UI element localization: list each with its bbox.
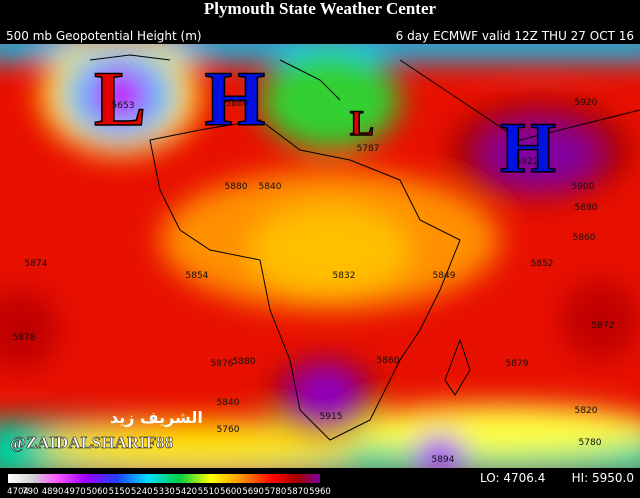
colorbar-label: 4704 [7, 487, 29, 497]
colorbar-label: 5600 [220, 487, 242, 497]
title: Plymouth State Weather Center [204, 0, 437, 18]
station-value: 5820 [575, 406, 598, 416]
colorbar-label: 790 [22, 487, 38, 497]
colorbar-label: 5690 [242, 487, 264, 497]
colorbar [8, 474, 320, 483]
station-value: 5878 [13, 333, 36, 343]
pressure-center: L [94, 55, 146, 142]
station-value: 5894 [432, 455, 455, 465]
colorbar-label: 5510 [198, 487, 220, 497]
colorbar-label: 5870 [287, 487, 309, 497]
colorbar-label: 5150 [109, 487, 131, 497]
station-value: 5872 [592, 321, 615, 331]
watermark-handle: @ZAIDALSHARIF88 [10, 433, 173, 452]
station-value: 5880 [233, 357, 256, 367]
watermark-arabic: الشريف زيد [110, 408, 203, 427]
colorbar-label: 5240 [131, 487, 153, 497]
station-value: 5832 [333, 271, 356, 281]
station-value: 5854 [186, 271, 209, 281]
station-value: 5915 [320, 412, 343, 422]
station-value: 5900 [572, 182, 595, 192]
station-value: 5922 [516, 157, 539, 167]
colorbar-label: 5060 [86, 487, 108, 497]
pressure-center: H [500, 108, 556, 188]
colorbar-label: 5420 [175, 487, 197, 497]
station-value: 5840 [217, 398, 240, 408]
hi-value: HI: 5950.0 [572, 471, 634, 485]
station-value: 5920 [575, 98, 598, 108]
station-value: 5787 [357, 144, 380, 154]
station-value: 5879 [506, 359, 529, 369]
colorbar-label: 5330 [153, 487, 175, 497]
field [0, 44, 640, 468]
lo-value: LO: 4706.4 [480, 471, 545, 485]
colorbar-label: 4890 [42, 487, 64, 497]
pressure-center: H [205, 55, 266, 142]
colorbar-label: 5780 [265, 487, 287, 497]
subtitle-left: 500 mb Geopotential Height (m) [6, 29, 202, 43]
station-value: 5852 [531, 259, 554, 269]
station-value: 5880 [225, 182, 248, 192]
station-value: 5860 [573, 233, 596, 243]
subtitle-right: 6 day ECMWF valid 12Z THU 27 OCT 16 [396, 29, 634, 43]
station-value: 5880 [575, 203, 598, 213]
coastlines [89, 54, 640, 441]
station-value: 5876 [211, 359, 234, 369]
station-value: 5780 [579, 438, 602, 448]
station-value: 5760 [217, 425, 240, 435]
station-value: 5880 [226, 99, 249, 109]
pressure-center: L [350, 103, 374, 143]
station-value: 5874 [25, 259, 48, 269]
station-value: 5849 [433, 271, 456, 281]
station-value: 5653 [112, 101, 135, 111]
station-value: 5860 [377, 356, 400, 366]
colorbar-label: 5960 [309, 487, 331, 497]
colorbar-label: 4970 [64, 487, 86, 497]
station-value: 5840 [259, 182, 282, 192]
